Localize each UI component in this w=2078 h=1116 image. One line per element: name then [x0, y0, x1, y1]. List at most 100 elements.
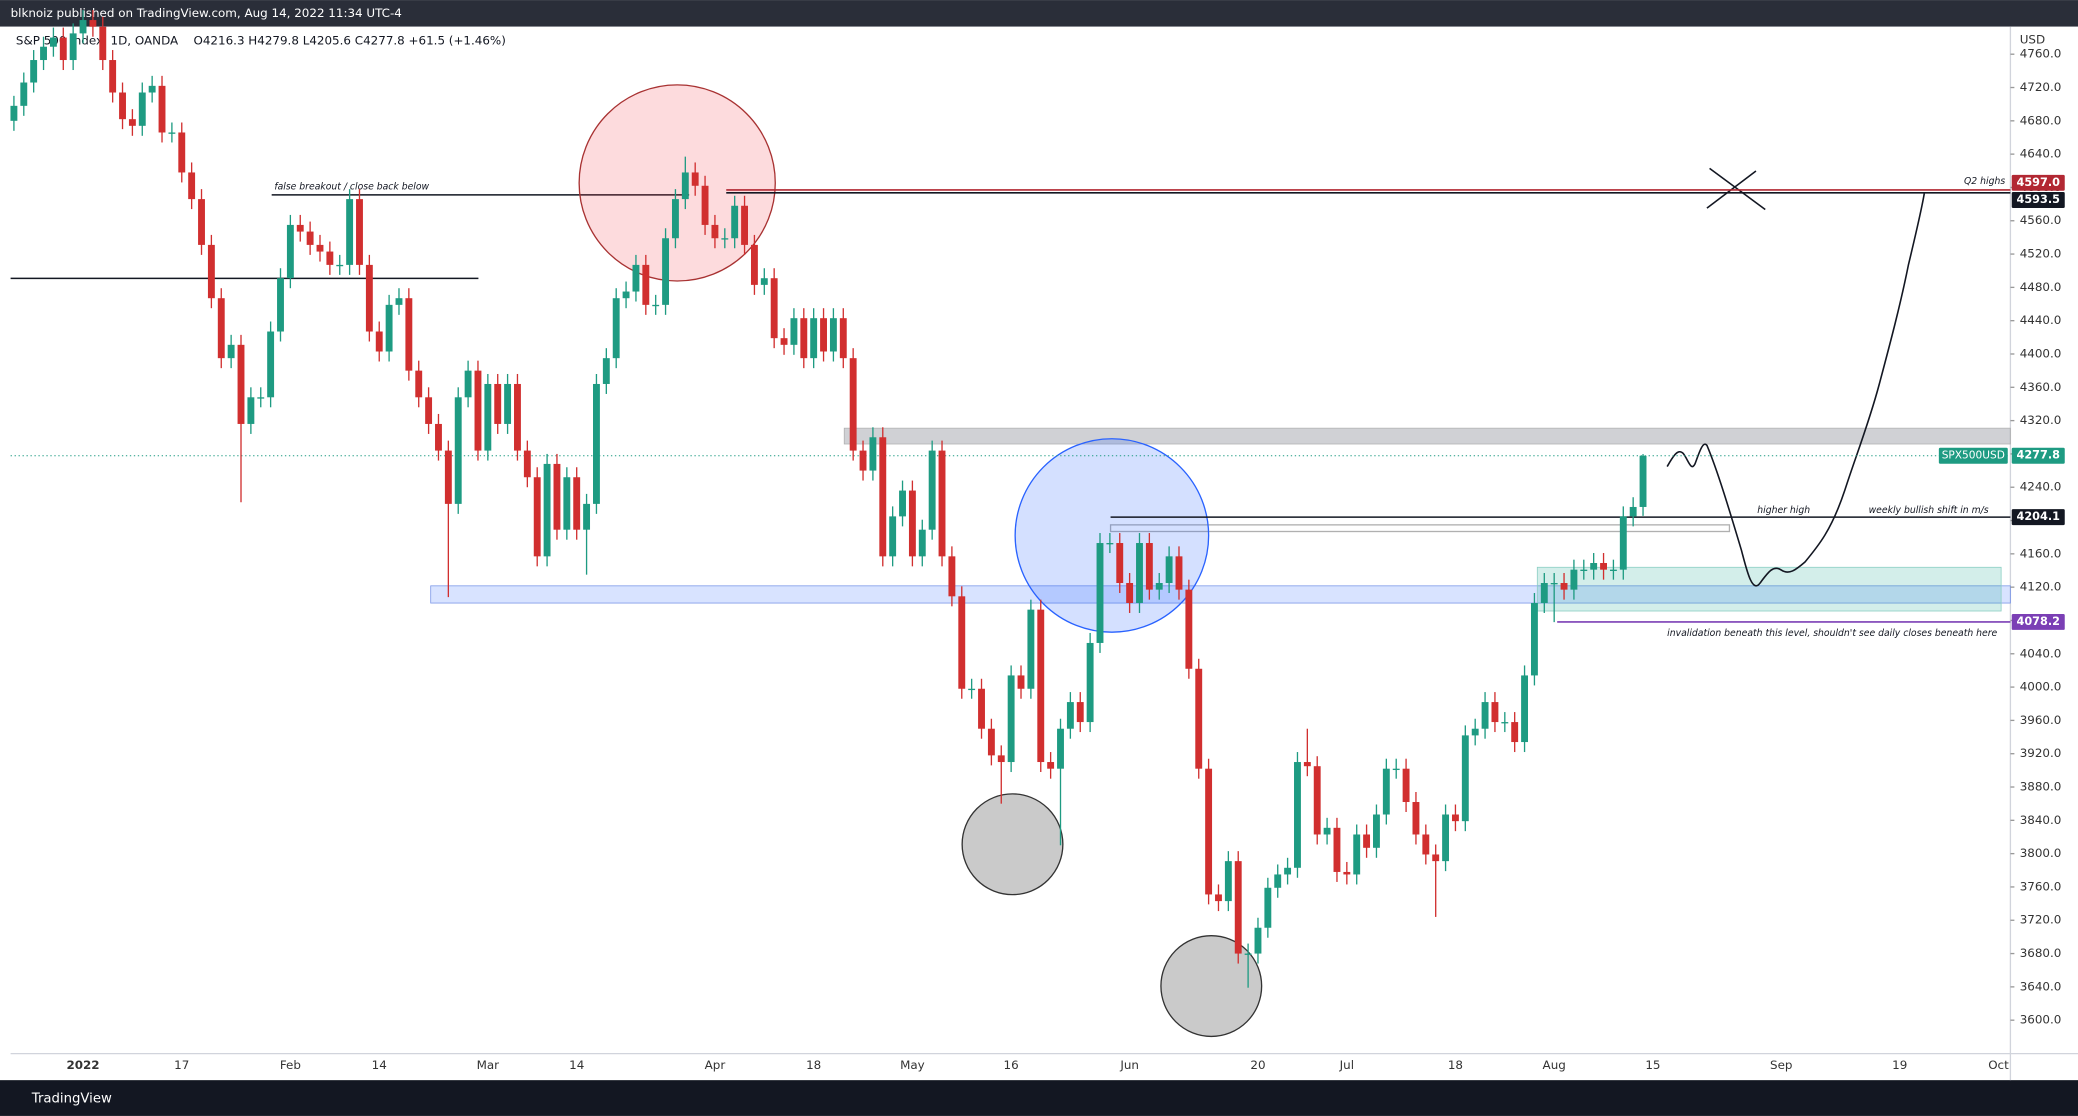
projection-path — [1666, 193, 1926, 587]
candle-body — [662, 238, 670, 305]
y-tick-label: 4760.0 — [2020, 47, 2062, 61]
candle-body — [1195, 668, 1203, 769]
candle-body — [1471, 728, 1479, 736]
candle-body — [908, 490, 916, 557]
candle-body — [336, 264, 344, 267]
candle-body — [691, 172, 699, 186]
x-tick-label: Oct — [1988, 1058, 2009, 1072]
candle-body — [1057, 728, 1064, 769]
y-tick-label: 4440.0 — [2020, 313, 2062, 327]
candle-body — [1491, 702, 1499, 723]
y-tick-label: 3960.0 — [2020, 713, 2062, 727]
highlight-circle — [578, 84, 776, 282]
x-tick-label: 18 — [1448, 1058, 1463, 1072]
candle-body — [217, 298, 225, 359]
candle-body — [1629, 506, 1637, 517]
candle-body — [523, 450, 531, 478]
candle-body — [178, 132, 186, 173]
symbol-label: SPX500USD — [1942, 450, 2005, 462]
y-tick-label: 4560.0 — [2020, 213, 2062, 227]
candle-body — [820, 318, 827, 352]
price-label-box — [2011, 509, 2065, 526]
annotation: higher high — [1757, 505, 1810, 516]
candle-body — [760, 278, 768, 285]
candle-body — [1126, 582, 1134, 603]
candle-body — [1343, 871, 1351, 875]
x-tick-label: Jun — [1119, 1058, 1139, 1072]
x-tick-label: Aug — [1543, 1058, 1566, 1072]
candle-body — [444, 450, 452, 504]
x-tick-label: 17 — [174, 1058, 189, 1072]
y-tick-label: 4480.0 — [2020, 280, 2062, 294]
candle-body — [119, 92, 126, 120]
x-tick-label: Jul — [1339, 1058, 1354, 1072]
candle-body — [602, 358, 610, 384]
x-tick-label: 16 — [1004, 1058, 1019, 1072]
candle-body — [1086, 642, 1094, 723]
candle-body — [1274, 874, 1282, 888]
price-label: 4593.5 — [2017, 193, 2061, 206]
candle-body — [899, 490, 906, 517]
x-tick-label: Apr — [705, 1058, 726, 1072]
candle-body — [1540, 582, 1548, 603]
candle-body — [69, 33, 77, 61]
y-tick-label: 3720.0 — [2020, 913, 2062, 927]
candle-body — [89, 20, 97, 27]
candle-body — [128, 119, 136, 126]
candle-body — [1066, 702, 1074, 729]
footer-bar — [0, 1080, 2078, 1116]
supply-zone — [843, 427, 2011, 445]
candle-body — [109, 60, 117, 93]
candle-body — [504, 383, 512, 424]
candle-body — [375, 331, 383, 352]
candle-body — [721, 238, 729, 240]
candle-body — [1481, 702, 1489, 729]
footer-brand: TradingView — [31, 1092, 112, 1107]
candle-body — [484, 383, 492, 451]
candle-body — [1550, 582, 1558, 585]
candle-body — [1373, 814, 1380, 848]
candle-body — [40, 46, 47, 61]
candle-body — [1096, 543, 1104, 643]
candle-body — [958, 596, 966, 689]
candle-body — [652, 304, 660, 307]
candle-body — [1145, 543, 1153, 590]
candle-body — [188, 172, 196, 200]
candle-body — [286, 224, 294, 279]
bullish-zone — [1536, 566, 2002, 612]
candle-body — [1303, 762, 1311, 767]
candle-body — [1363, 834, 1371, 848]
candle-body — [1076, 702, 1084, 723]
candle-body — [948, 556, 956, 597]
candle-body — [1530, 602, 1538, 676]
candle-body — [1313, 766, 1321, 835]
candle-body — [1619, 516, 1627, 570]
y-tick-label: 3680.0 — [2020, 946, 2062, 960]
candle-body — [1294, 762, 1301, 868]
currency-label: USD — [2020, 32, 2045, 46]
y-tick-label: 4720.0 — [2020, 80, 2062, 94]
y-tick-label: 4640.0 — [2020, 147, 2062, 161]
candle-body — [938, 450, 946, 557]
candle-body — [1432, 854, 1440, 862]
y-tick-label: 4040.0 — [2020, 646, 2062, 660]
ohlc-line: O4216.3 H4279.8 L4205.6 C4277.8 +61.5 (+… — [193, 34, 505, 48]
candle-body — [1451, 814, 1459, 822]
candle-body — [1116, 543, 1124, 583]
candle-body — [138, 92, 146, 126]
candle-body — [770, 278, 778, 339]
candle-body — [1007, 675, 1015, 763]
candle-body — [395, 298, 403, 305]
candle-body — [1165, 556, 1173, 583]
demand-zone — [430, 585, 2011, 604]
candle-body — [494, 383, 502, 424]
candle-body — [918, 529, 926, 557]
candle-body — [464, 370, 472, 398]
candle-body — [573, 477, 581, 530]
candle-body — [1185, 589, 1193, 669]
candle-body — [1205, 768, 1213, 895]
y-tick-label: 3640.0 — [2020, 979, 2062, 993]
candle-body — [741, 205, 748, 245]
candle-body — [869, 437, 877, 471]
candle-body — [593, 383, 600, 504]
